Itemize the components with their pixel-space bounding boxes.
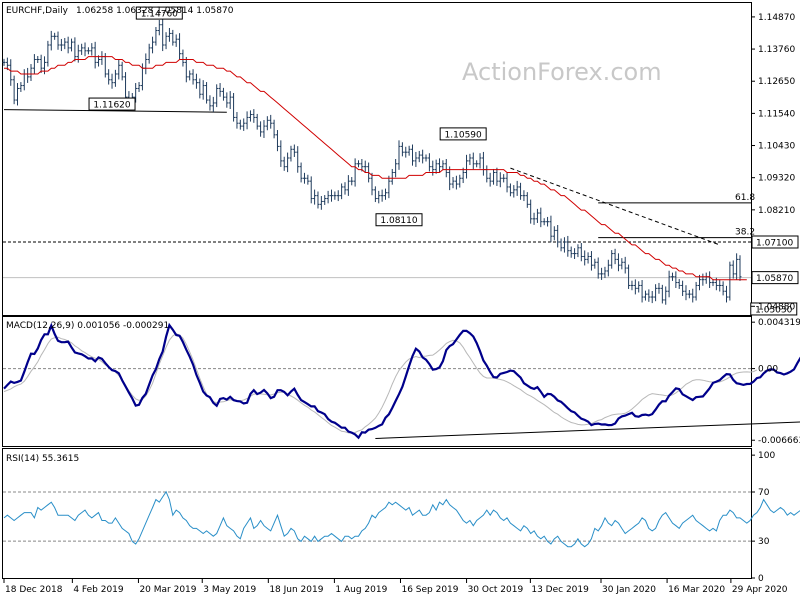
rsi-ytick-label: 100 bbox=[758, 451, 775, 461]
price-annotation-label: 1.11620 bbox=[93, 101, 130, 111]
rsi-title: RSI(14) 55.3615 bbox=[6, 454, 79, 464]
price-annotation-label: 1.08110 bbox=[380, 216, 417, 226]
macd-line bbox=[3, 322, 800, 440]
x-tick-label: 16 Mar 2020 bbox=[668, 585, 725, 595]
rsi-panel-frame bbox=[2, 448, 752, 579]
price-ytick-label: 1.12650 bbox=[758, 77, 795, 87]
macd-layer bbox=[3, 322, 800, 440]
x-tick-label: 13 Dec 2019 bbox=[531, 585, 589, 595]
price-ytick-label: 1.08210 bbox=[758, 206, 795, 216]
macd-ytick-label: 0.00 bbox=[758, 365, 778, 375]
price-annotation: 1.05030 bbox=[750, 302, 798, 316]
ohlc-readout: 1.06258 1.06328 1.05814 1.05870 bbox=[76, 6, 234, 16]
price-bars bbox=[2, 18, 742, 305]
price-annotation-box bbox=[135, 6, 183, 20]
current-price-label: 1.05870 bbox=[756, 274, 793, 284]
price-annotation: 1.10590 bbox=[439, 127, 487, 141]
price-ytick-label: 1.13760 bbox=[758, 45, 795, 55]
x-tick-label: 30 Oct 2019 bbox=[468, 585, 524, 595]
level-price-label-box bbox=[751, 235, 799, 249]
symbol-label: EURCHF,Daily bbox=[6, 6, 69, 16]
fib-level-label: 61.8 bbox=[735, 193, 755, 203]
price-annotation-box bbox=[88, 97, 136, 111]
x-tick-label: 20 Mar 2019 bbox=[139, 585, 196, 595]
moving-average-line bbox=[4, 56, 747, 281]
price-ytick-label: 1.09320 bbox=[758, 174, 795, 184]
rsi-ytick-label: 0 bbox=[758, 574, 764, 584]
price-annotation-label: 1.14760 bbox=[141, 10, 178, 20]
axis-layer: 1.14870 1.13760 1.12650 1.11540 1.10430 1.093… bbox=[3, 13, 800, 595]
x-tick-label: 29 Apr 2020 bbox=[732, 585, 788, 595]
price-annotation: 1.14760 bbox=[135, 6, 183, 20]
rsi-layer bbox=[3, 490, 800, 548]
macd-trend-line bbox=[375, 421, 800, 439]
x-tick-label: 18 Dec 2018 bbox=[5, 585, 63, 595]
price-annotation-box bbox=[750, 302, 798, 316]
trend-line bbox=[510, 167, 720, 246]
x-tick-label: 18 Jun 2019 bbox=[269, 585, 323, 595]
x-tick-label: 30 Jan 2020 bbox=[602, 585, 656, 595]
macd-ytick-label: -0.006663 bbox=[758, 436, 800, 446]
macd-panel-frame bbox=[2, 316, 752, 447]
level-price-label: 1.07100 bbox=[756, 238, 793, 248]
rsi-line bbox=[3, 490, 800, 548]
price-ytick-label: 1.10430 bbox=[758, 142, 795, 152]
price-layer: 61.8 38.2 1.14760 1.11620 1.10590 1.08110 1.05… bbox=[2, 6, 798, 316]
x-tick-label: 4 Feb 2019 bbox=[73, 585, 124, 595]
current-price-label-box bbox=[751, 271, 799, 285]
watermark: ActionForex.com bbox=[462, 58, 662, 86]
price-annotation: 1.08110 bbox=[375, 213, 423, 227]
price-panel-frame bbox=[2, 2, 752, 316]
price-annotation-label: 1.10590 bbox=[445, 130, 482, 140]
price-annotation-box bbox=[375, 213, 423, 227]
x-tick-label: 1 Aug 2019 bbox=[335, 585, 387, 595]
fib-level-label: 38.2 bbox=[735, 228, 755, 238]
x-tick-label: 16 Sep 2019 bbox=[401, 585, 458, 595]
macd-signal-line bbox=[3, 333, 758, 434]
macd-title: MACD(12,26,9) 0.001056 -0.000291 bbox=[6, 321, 169, 331]
price-ytick-label: 1.14870 bbox=[758, 13, 795, 23]
price-annotation-box bbox=[439, 127, 487, 141]
rsi-ytick-label: 70 bbox=[758, 488, 770, 498]
price-annotation-label: 1.05030 bbox=[755, 305, 792, 315]
price-annotation: 1.11620 bbox=[88, 97, 136, 111]
price-ytick-label: 1.04880 bbox=[758, 302, 795, 312]
macd-ytick-label: 0.004319 bbox=[758, 318, 800, 328]
rsi-ytick-label: 30 bbox=[758, 537, 770, 547]
x-tick-label: 3 May 2019 bbox=[203, 585, 256, 595]
price-ytick-label: 1.11540 bbox=[758, 109, 795, 119]
support-line bbox=[3, 109, 227, 113]
